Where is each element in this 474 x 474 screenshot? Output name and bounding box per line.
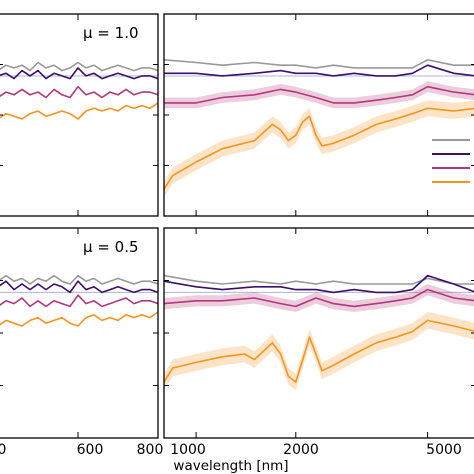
panels-layer bbox=[0, 13, 474, 439]
series-line-3 bbox=[164, 107, 474, 190]
panel-label-top: μ = 1.0 bbox=[83, 24, 139, 42]
legend bbox=[432, 139, 470, 183]
series-line-3 bbox=[0, 102, 158, 120]
panel-frame bbox=[0, 13, 159, 217]
panel-frame bbox=[0, 227, 159, 439]
series-band-3 bbox=[164, 312, 474, 391]
series-line-1 bbox=[164, 274, 474, 294]
series-line-2 bbox=[0, 294, 158, 308]
series-line-0 bbox=[164, 59, 474, 69]
tick-label-600: 600 bbox=[77, 442, 104, 458]
panel-top-right bbox=[163, 13, 474, 217]
panel-bottom-left bbox=[0, 227, 159, 439]
series-line-1 bbox=[164, 64, 474, 77]
tick-label-5000: 5000 bbox=[426, 442, 462, 458]
series-line-1 bbox=[0, 280, 158, 294]
series-line-1 bbox=[0, 67, 158, 80]
series-line-2 bbox=[164, 85, 474, 104]
series-band-2 bbox=[164, 81, 474, 109]
series-band-3 bbox=[164, 100, 474, 198]
panel-top-left bbox=[0, 13, 159, 217]
x-axis-label: wavelength [nm] bbox=[173, 458, 288, 474]
panel-bottom-right bbox=[163, 227, 474, 439]
series-line-3 bbox=[0, 311, 158, 327]
tick-label-2000: 2000 bbox=[283, 442, 319, 458]
series-line-0 bbox=[0, 274, 158, 285]
tick-labels: 0 600 800 1000 2000 5000 bbox=[0, 442, 462, 458]
series-band-2 bbox=[164, 284, 474, 312]
panel-label-bottom: μ = 0.5 bbox=[83, 238, 139, 256]
series-line-0 bbox=[0, 61, 158, 72]
series-line-3 bbox=[164, 319, 474, 383]
tick-label-1000: 1000 bbox=[170, 442, 206, 458]
tick-label-800: 800 bbox=[137, 442, 164, 458]
tick-label-400: 0 bbox=[0, 442, 6, 458]
series-line-2 bbox=[164, 288, 474, 308]
panel-frame bbox=[163, 227, 474, 439]
series-line-0 bbox=[164, 274, 474, 285]
series-line-2 bbox=[0, 85, 158, 99]
